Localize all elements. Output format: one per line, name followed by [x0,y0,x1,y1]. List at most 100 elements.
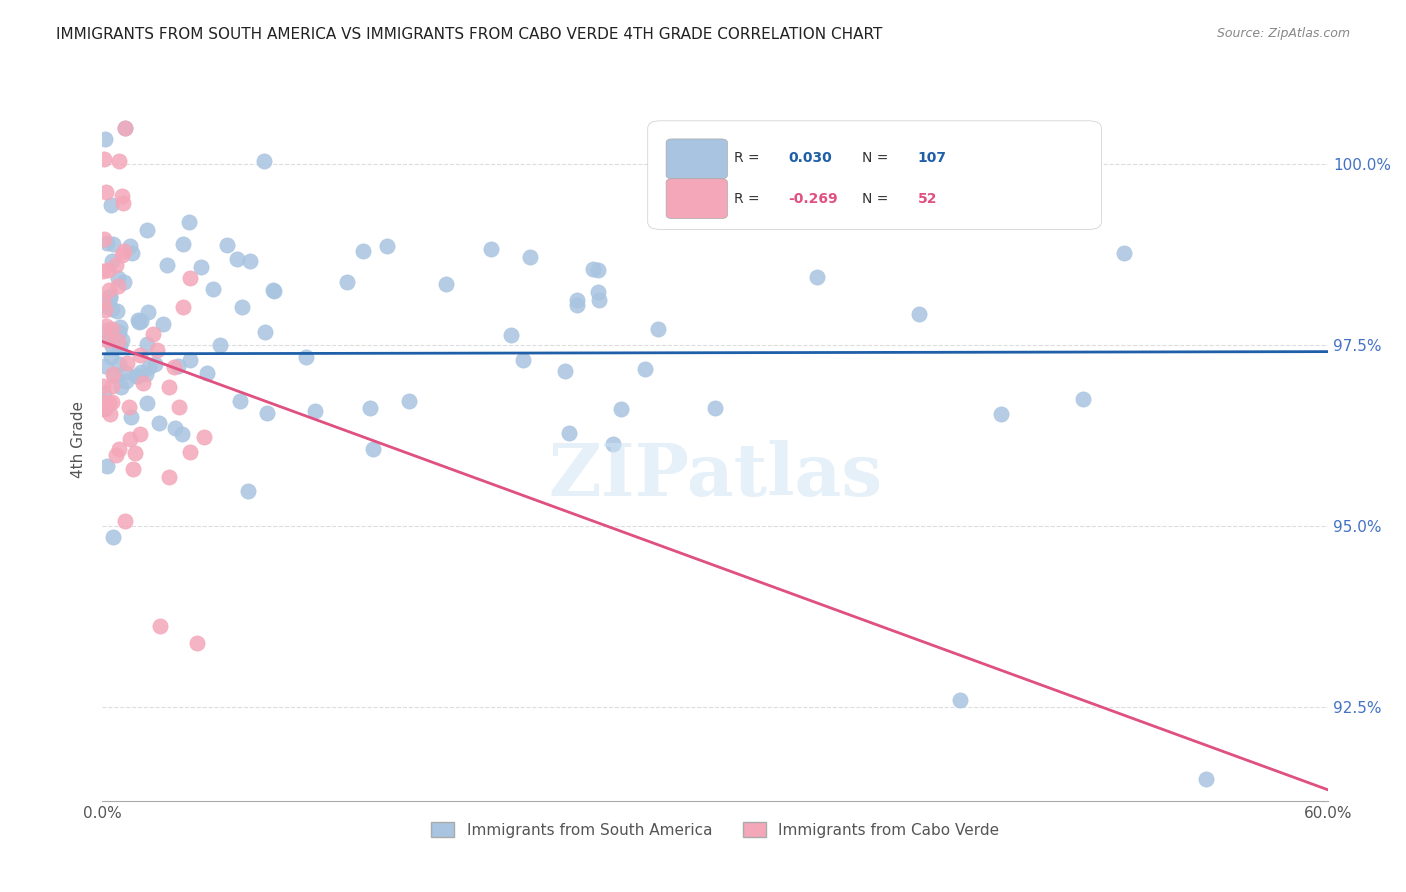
Point [101,322,124,336]
Point [166,359,188,374]
Point [179,271,201,285]
Point [146,343,169,358]
Point [239,253,262,268]
Point [193,430,215,444]
Point [263,283,285,297]
Point [304,404,326,418]
Point [588,262,610,277]
Point [163,359,186,374]
Point [554,364,576,378]
Text: R =: R = [734,192,763,206]
Point [148,416,170,430]
Point [94,401,117,416]
Point [108,442,131,457]
Point [377,239,399,253]
Point [97,283,120,297]
Point [201,282,224,296]
Text: N =: N = [862,192,893,206]
Point [101,530,124,544]
Point [117,356,139,370]
Text: IMMIGRANTS FROM SOUTH AMERICA VS IMMIGRANTS FROM CABO VERDE 4TH GRADE CORRELATIO: IMMIGRANTS FROM SOUTH AMERICA VS IMMIGRA… [56,27,883,42]
Point [256,406,278,420]
Text: -0.269: -0.269 [789,192,838,206]
Text: ZIPatlas: ZIPatlas [548,440,882,511]
Point [101,237,124,252]
Point [602,437,624,451]
Point [114,121,136,136]
FancyBboxPatch shape [648,120,1101,229]
Point [254,326,277,340]
Point [208,338,231,352]
Point [94,322,117,336]
Point [94,394,117,409]
Point [1194,772,1216,787]
Point [512,353,534,368]
Point [128,348,150,362]
Point [128,315,150,329]
Point [93,385,115,400]
Point [129,365,152,379]
Point [112,275,135,289]
Point [107,279,129,293]
Point [96,319,118,334]
Point [110,333,132,347]
Point [586,285,609,299]
Point [434,277,457,291]
Text: N =: N = [862,152,893,165]
Point [610,402,633,417]
Point [704,401,727,415]
Point [100,334,122,348]
Point [177,214,200,228]
Point [105,303,128,318]
Point [108,319,131,334]
Point [96,459,118,474]
Point [806,270,828,285]
Point [103,369,125,384]
Point [252,154,274,169]
Point [135,396,157,410]
Point [96,333,118,347]
Point [170,426,193,441]
Point [236,484,259,499]
Point [152,317,174,331]
Point [93,232,115,246]
Point [112,244,135,258]
Point [499,327,522,342]
Point [93,152,115,166]
Point [100,198,122,212]
Point [107,334,129,348]
Point [107,271,129,285]
Point [165,421,187,435]
Point [104,259,127,273]
Point [111,248,134,262]
Point [94,299,117,313]
Point [108,339,131,353]
FancyBboxPatch shape [666,139,727,178]
Point [108,357,131,371]
Point [363,442,385,457]
Point [101,254,124,268]
Point [229,394,252,409]
Point [98,407,121,421]
Point [1112,246,1135,260]
Point [398,393,420,408]
Point [231,300,253,314]
Point [136,223,159,237]
Point [136,305,159,319]
Point [114,365,136,379]
Point [647,322,669,336]
Point [149,619,172,633]
Point [118,432,141,446]
Point [565,293,588,308]
Point [142,326,165,341]
Point [94,185,117,199]
Text: 0.030: 0.030 [789,152,832,165]
Point [186,635,208,649]
Point [156,258,179,272]
Point [169,400,191,414]
Y-axis label: 4th Grade: 4th Grade [72,401,86,477]
Point [104,448,127,462]
Text: Source: ZipAtlas.com: Source: ZipAtlas.com [1216,27,1350,40]
Point [179,445,201,459]
Point [190,260,212,274]
